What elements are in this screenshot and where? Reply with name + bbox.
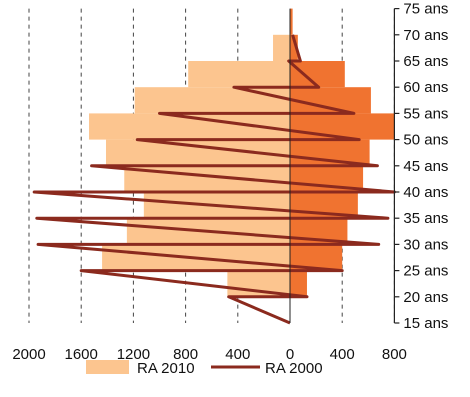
bar-left	[188, 61, 290, 88]
y-tick-label: 50 ans	[403, 132, 448, 149]
axes	[289, 7, 400, 324]
y-tick-label: 75 ans	[403, 1, 448, 18]
bar-right	[290, 8, 293, 35]
ra2000-line	[32, 34, 396, 325]
y-tick-label: 20 ans	[403, 289, 448, 306]
y-tick-label: 40 ans	[403, 184, 448, 201]
x-tick-label: 400	[330, 346, 355, 363]
x-tick-labels: 2000 1600 1200 800 400 0 400 800	[12, 346, 407, 363]
y-tick-label: 60 ans	[403, 79, 448, 96]
y-tick-label: 25 ans	[403, 263, 448, 280]
bar-right	[290, 61, 345, 88]
bar-left	[273, 34, 290, 61]
y-tick-labels: 15 ans 20 ans 25 ans 30 ans 35 ans 40 ans 45 a…	[403, 1, 448, 332]
x-tick-label: 400	[225, 346, 250, 363]
y-tick-label: 65 ans	[403, 53, 448, 70]
y-tick-label: 55 ans	[403, 105, 448, 122]
x-tick-label: 1600	[65, 346, 98, 363]
x-tick-label: 800	[382, 346, 407, 363]
bar-right	[290, 270, 307, 297]
x-tick-label: 800	[173, 346, 198, 363]
legend-label-ra2010: RA 2010	[137, 360, 195, 377]
legend-label-ra2000: RA 2000	[265, 360, 323, 377]
bar-right	[290, 34, 298, 61]
y-tick-label: 70 ans	[403, 27, 448, 44]
y-tick-label: 30 ans	[403, 236, 448, 253]
bar-left	[134, 87, 290, 114]
x-tick-label: 1200	[117, 346, 150, 363]
x-tick-label: 0	[286, 346, 294, 363]
ra2000-series-line	[32, 34, 396, 325]
y-tick-label: 45 ans	[403, 158, 448, 175]
legend-swatch-ra2010	[86, 360, 129, 374]
y-tick-label: 35 ans	[403, 210, 448, 227]
legend: RA 2010 RA 2000	[86, 360, 323, 377]
x-tick-label: 2000	[12, 346, 45, 363]
bar-right	[290, 113, 395, 140]
y-tick-label: 15 ans	[403, 315, 448, 332]
